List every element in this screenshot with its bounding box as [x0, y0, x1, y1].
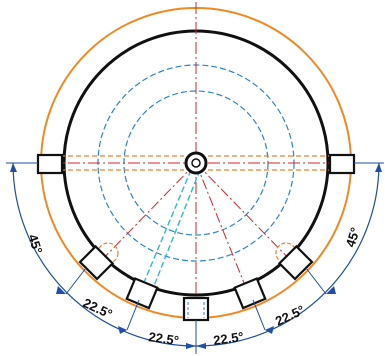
angle-label-bottom-3: 22.5°	[212, 329, 244, 348]
port-bottom-left-2	[78, 244, 115, 281]
port-left	[36, 153, 64, 175]
port-bottom-right-2	[277, 244, 314, 281]
cyan-bores	[139, 169, 201, 297]
center-hub-inner	[191, 158, 201, 168]
angle-label-bottom-2: 22.5°	[148, 329, 180, 348]
diagonal-bores	[95, 162, 297, 299]
dimension-arrows	[10, 163, 382, 349]
port-right	[328, 153, 356, 175]
angle-label-left-upper: 45°	[25, 232, 45, 255]
ports	[36, 153, 356, 322]
angle-label-bottom-4: 22.5°	[273, 302, 307, 328]
extension-lines	[6, 162, 384, 352]
angle-label-right-upper: 45°	[343, 226, 363, 249]
port-bores	[187, 302, 205, 318]
horizontal-bores	[60, 155, 332, 171]
